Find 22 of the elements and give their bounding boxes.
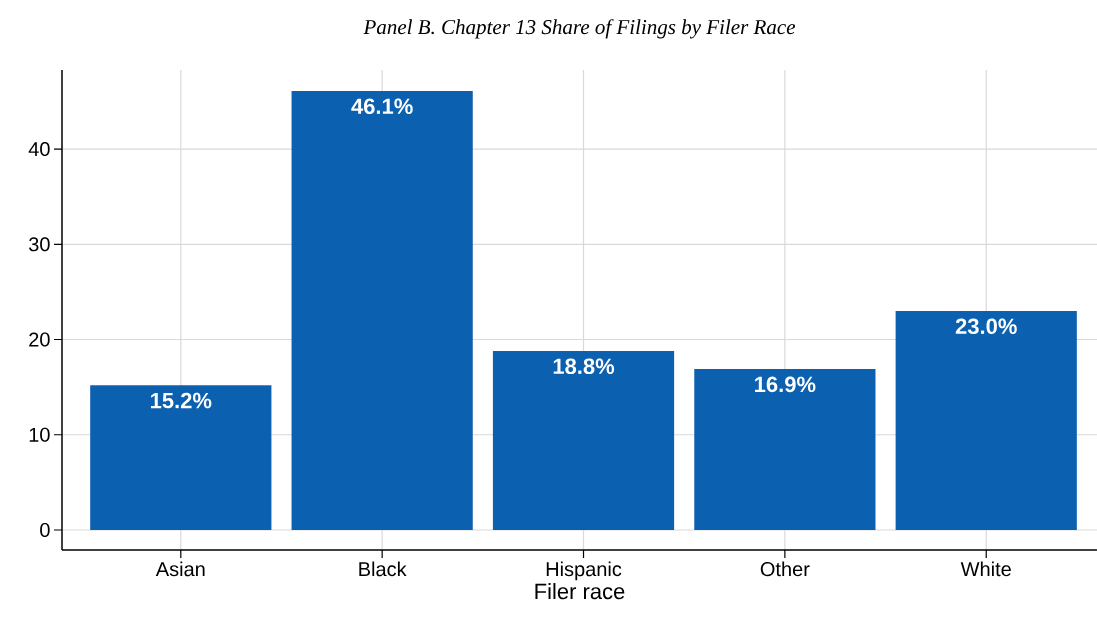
y-tick-label: 30: [28, 237, 50, 252]
y-tick-label: 40: [28, 141, 50, 157]
bar: [291, 90, 473, 530]
data-label: 15.2%: [150, 392, 212, 409]
x-tick-label: Other: [760, 561, 810, 577]
data-label: 46.1%: [351, 98, 413, 115]
y-tick-label: 20: [29, 332, 50, 347]
bar: [90, 385, 272, 530]
bar: [895, 310, 1077, 530]
y-tick-label: 0: [40, 522, 50, 538]
bar: [694, 369, 876, 530]
data-label: 23.0%: [955, 318, 1017, 335]
bar: [492, 350, 675, 530]
data-label: 18.8%: [553, 358, 615, 375]
data-label: 16.9%: [755, 376, 816, 393]
x-tick-label: Asian: [155, 561, 205, 577]
x-tick-label: White: [960, 561, 1011, 577]
y-tick-label: 10: [29, 427, 50, 442]
x-axis-title: Filer race: [535, 583, 625, 600]
chart-title: Panel B. Chapter 13 Share of Filings by Filer Race: [363, 19, 796, 39]
x-tick-label: Black: [359, 561, 407, 577]
x-tick-label: Hispanic: [546, 561, 622, 581]
